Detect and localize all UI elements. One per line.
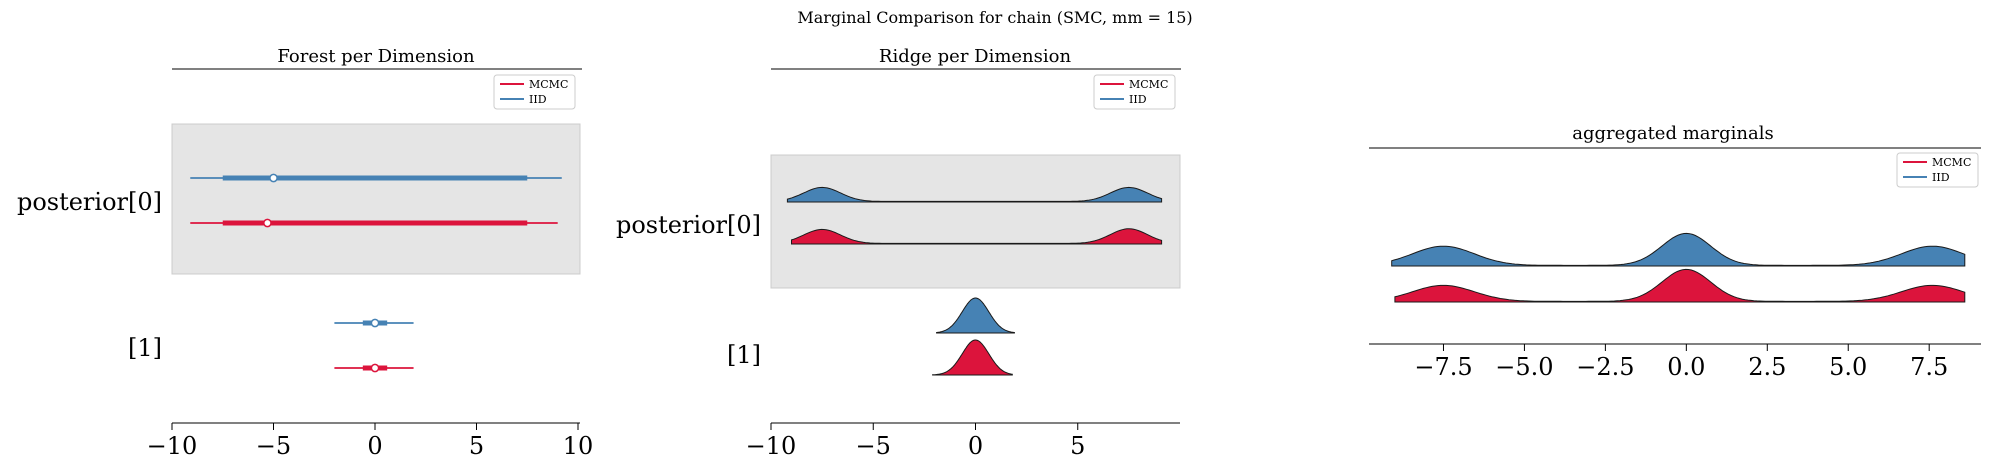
aggregated-tick-label: −5.0	[1495, 353, 1553, 381]
ridge-legend-label-mcmc: MCMC	[1129, 78, 1168, 91]
forest-row-label-1: [1]	[128, 334, 162, 362]
aggregated-tick-label: 2.5	[1748, 353, 1786, 381]
aggregated-density-mcmc	[1394, 268, 1966, 303]
forest-tick-label: −10	[147, 432, 198, 460]
aggregated-tick-label: 7.5	[1910, 353, 1948, 381]
ridge-panel: Ridge per Dimension posterior[0] [1] −10…	[616, 46, 1181, 460]
ridge-tick-label: 5	[1070, 432, 1085, 460]
forest-median-point	[269, 173, 278, 183]
forest-panel: Forest per Dimension posterior[0] [1] −1…	[17, 46, 593, 460]
forest-tick-label: −5	[256, 432, 291, 460]
forest-median-point	[263, 218, 272, 228]
forest-tick-label: 10	[563, 432, 594, 460]
aggregated-legend-label-iid: IID	[1932, 171, 1950, 184]
aggregated-legend: MCMC IID	[1896, 152, 1979, 188]
ridge-tick-label: 0	[968, 432, 983, 460]
aggregated-tick-label: −7.5	[1414, 353, 1472, 381]
forest-legend-label-mcmc: MCMC	[529, 78, 568, 91]
figure-title: Marginal Comparison for chain (SMC, mm =…	[797, 8, 1192, 27]
forest-row-label-0: posterior[0]	[17, 188, 162, 216]
ridge-row-shade	[770, 154, 1181, 289]
forest-tick-label: 0	[367, 432, 382, 460]
forest-median-point	[370, 363, 380, 373]
forest-legend: MCMC IID	[493, 74, 576, 110]
ridge-tick-label: −5	[856, 432, 891, 460]
aggregated-legend-label-mcmc: MCMC	[1932, 156, 1971, 169]
forest-row-shade	[171, 123, 581, 275]
aggregated-density-iid	[1391, 232, 1966, 267]
aggregated-panel: aggregated marginals −7.5 −5.0 −2.5 0.0 2.5 5…	[1369, 123, 1981, 381]
ridge-density-mcmc	[932, 339, 1013, 376]
ridge-legend: MCMC IID	[1093, 74, 1176, 110]
ridge-density-iid	[786, 186, 1163, 203]
ridge-density-iid	[936, 297, 1015, 334]
ridge-title: Ridge per Dimension	[879, 46, 1072, 67]
forest-legend-label-iid: IID	[529, 93, 547, 106]
aggregated-tick-label: 0.0	[1667, 353, 1705, 381]
ridge-tick-label: −10	[746, 432, 797, 460]
forest-title: Forest per Dimension	[277, 46, 475, 67]
ridge-row-label-1: [1]	[727, 341, 761, 369]
forest-median-point	[370, 318, 380, 328]
aggregated-tick-label: −2.5	[1576, 353, 1634, 381]
ridge-density-mcmc	[791, 228, 1163, 245]
aggregated-tick-label: 5.0	[1829, 353, 1867, 381]
forest-tick-label: 5	[469, 432, 484, 460]
ridge-row-label-0: posterior[0]	[616, 211, 761, 239]
aggregated-title: aggregated marginals	[1572, 123, 1773, 144]
ridge-legend-label-iid: IID	[1129, 93, 1147, 106]
